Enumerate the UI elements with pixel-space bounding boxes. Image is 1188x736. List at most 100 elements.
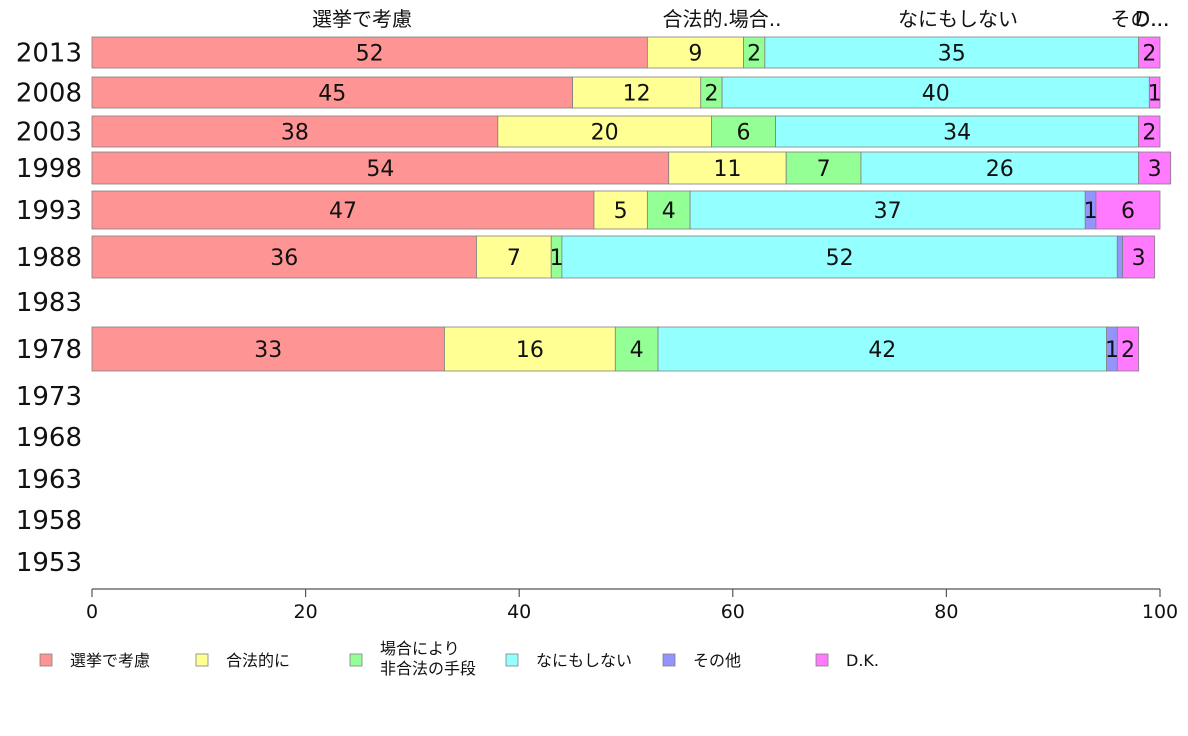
legend-label-0: 選挙で考慮 [70, 651, 150, 670]
data-label-1998-series-3: 26 [986, 157, 1014, 182]
top-labels: 選挙で考慮 合法的.場合.. なにもしない その...D... [312, 7, 1170, 31]
data-label-2003-series-2: 6 [736, 121, 750, 146]
year-label-1998: 1998 [16, 154, 82, 184]
top-label-4: D... [1135, 7, 1169, 31]
x-tick-label-0: 0 [86, 601, 98, 623]
data-label-1988-series-5: 3 [1132, 246, 1146, 271]
data-label-2008-series-1: 12 [623, 82, 651, 107]
bar-2008-series-3 [721, 76, 1150, 109]
bar-1988-series-5 [1122, 235, 1156, 279]
bar-1978-series-0 [91, 326, 445, 372]
bar-1998-series-0 [91, 151, 670, 185]
year-label-2008: 2008 [16, 79, 82, 109]
x-tick-label-80: 80 [934, 601, 958, 623]
legend-swatch-0 [39, 653, 53, 667]
data-label-1993-series-2: 4 [662, 199, 676, 224]
data-label-2008-series-5: 1 [1148, 82, 1162, 107]
data-label-2008-series-0: 45 [318, 82, 346, 107]
year-label-1973: 1973 [16, 382, 82, 412]
data-label-1988-series-1: 7 [507, 246, 521, 271]
bar-1978-series-3 [657, 326, 1107, 372]
bar-1988-series-4 [1116, 235, 1124, 279]
data-label-1988-series-0: 36 [270, 246, 298, 271]
year-label-1983: 1983 [16, 288, 82, 318]
data-label-1993-series-4: 1 [1084, 199, 1098, 224]
x-tick-label-40: 40 [507, 601, 531, 623]
data-label-2003-series-1: 20 [591, 121, 619, 146]
data-label-2013-series-0: 52 [356, 42, 384, 67]
data-label-1978-series-0: 33 [254, 338, 282, 363]
data-label-1998-series-1: 11 [713, 157, 741, 182]
x-axis: 0 20 40 60 80 100 [86, 588, 1178, 623]
data-label-2013-series-5: 2 [1142, 42, 1156, 67]
legend-label-4: その他 [693, 651, 741, 670]
bar-2003-series-5 [1138, 115, 1161, 148]
bar-1998-series-1 [668, 151, 787, 185]
data-label-1978-series-1: 16 [516, 338, 544, 363]
bar-1978-series-1 [444, 326, 616, 372]
legend: 選挙で考慮 合法的に 場合により非合法の手段 なにもしない その他 D.K. [39, 639, 879, 678]
legend-swatch-1 [195, 653, 209, 667]
bar-1988-series-0 [91, 235, 477, 279]
year-label-1988: 1988 [16, 243, 82, 273]
data-label-2003-series-0: 38 [281, 121, 309, 146]
data-label-2008-series-3: 40 [922, 82, 950, 107]
legend-swatch-2 [349, 653, 363, 667]
year-label-1968: 1968 [16, 423, 82, 453]
legend-label-2: 場合により非合法の手段 [380, 639, 476, 678]
bar-1978-series-2 [614, 326, 659, 372]
bar-2008-series-0 [91, 76, 574, 109]
bar-2013-series-0 [91, 36, 648, 69]
year-label-1958: 1958 [16, 506, 82, 536]
bar-1998-series-2 [785, 151, 862, 185]
year-label-1963: 1963 [16, 465, 82, 495]
legend-swatch-3 [505, 653, 519, 667]
bar-2013-series-1 [646, 36, 744, 69]
data-label-1998-series-2: 7 [817, 157, 831, 182]
data-label-1978-series-5: 2 [1121, 338, 1135, 363]
top-label-2: なにもしない [898, 7, 1018, 31]
data-label-1998-series-5: 3 [1148, 157, 1162, 182]
top-label-3: その... [1110, 7, 1169, 31]
bar-1993-series-2 [646, 190, 691, 230]
bar-2008-series-5 [1148, 76, 1161, 109]
bar-1998-series-3 [860, 151, 1140, 185]
data-label-1993-series-5: 6 [1121, 199, 1135, 224]
bar-1988-series-1 [476, 235, 552, 279]
year-label-1978: 1978 [16, 335, 82, 365]
data-label-1993-series-1: 5 [614, 199, 628, 224]
data-label-2003-series-5: 2 [1142, 121, 1156, 146]
data-label-1978-series-2: 4 [630, 338, 644, 363]
legend-swatch-5 [815, 653, 829, 667]
bar-1978-series-5 [1116, 326, 1140, 372]
data-label-2003-series-3: 34 [943, 121, 971, 146]
data-label-1978-series-4: 1 [1105, 338, 1119, 363]
data-label-2008-series-2: 2 [704, 82, 718, 107]
year-label-1993: 1993 [16, 196, 82, 226]
x-tick-label-60: 60 [721, 601, 745, 623]
year-label-1953: 1953 [16, 548, 82, 578]
data-label-1993-series-3: 37 [874, 199, 902, 224]
bar-2008-series-1 [572, 76, 702, 109]
bar-1993-series-5 [1095, 190, 1161, 230]
data-label-2013-series-1: 9 [688, 42, 702, 67]
legend-label-1: 合法的に [226, 651, 290, 670]
data-label-2013-series-2: 2 [747, 42, 761, 67]
data-label-1988-series-3: 52 [826, 246, 854, 271]
data-label-1988-series-2: 1 [550, 246, 564, 271]
bar-2003-series-0 [91, 115, 499, 148]
data-label-1993-series-0: 47 [329, 199, 357, 224]
bar-2013-series-5 [1138, 36, 1161, 69]
legend-swatch-4 [662, 653, 676, 667]
bar-1988-series-3 [561, 235, 1118, 279]
bar-1998-series-5 [1138, 151, 1172, 185]
legend-label-3: なにもしない [536, 651, 632, 670]
bar-1993-series-1 [593, 190, 648, 230]
bar-1993-series-3 [689, 190, 1086, 230]
year-labels: 2013 2008 2003 1998 1993 1988 1983 1978 1973 1968… [16, 39, 82, 579]
data-label-2013-series-3: 35 [938, 42, 966, 67]
year-label-2003: 2003 [16, 118, 82, 148]
top-label-0: 選挙で考慮 [312, 7, 412, 31]
x-tick-label-20: 20 [294, 601, 318, 623]
